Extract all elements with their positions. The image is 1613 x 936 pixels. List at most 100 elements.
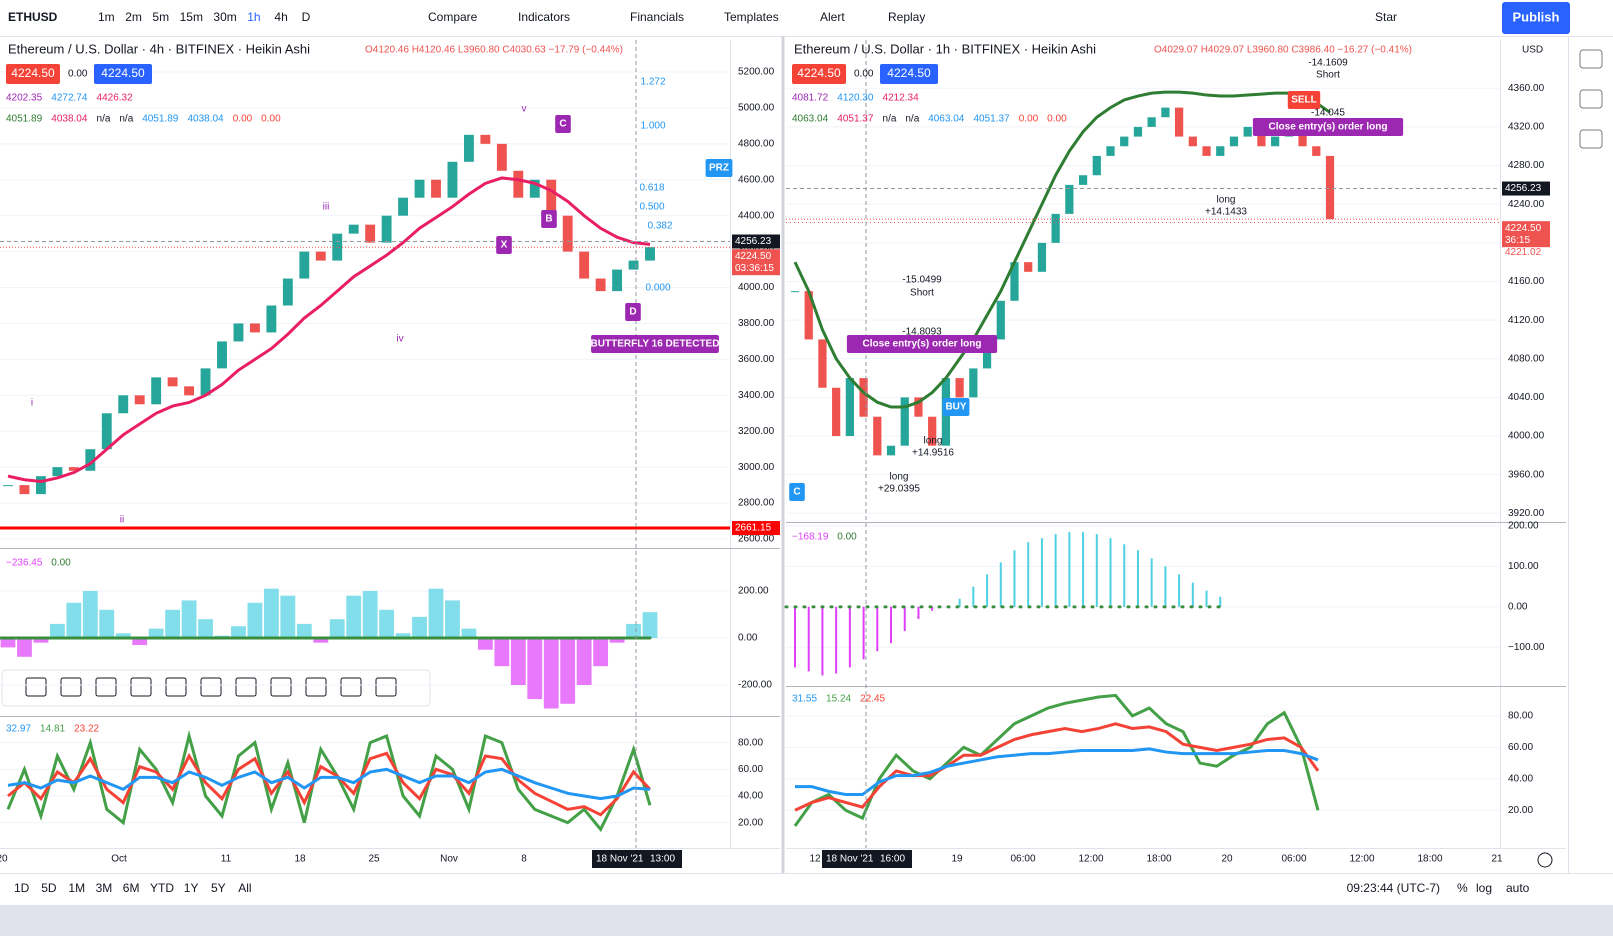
interval-button[interactable]: 1h: [247, 10, 260, 24]
side-toolbar: [1537, 49, 1603, 868]
percent-toggle[interactable]: %: [1457, 881, 1468, 895]
candle: [612, 269, 623, 292]
time-tick-label: Nov: [440, 854, 458, 865]
candle: [818, 339, 827, 388]
drawing-tool[interactable]: [95, 677, 117, 697]
interval-button[interactable]: 5m: [152, 10, 169, 24]
drawing-tool[interactable]: [130, 677, 152, 697]
drawing-tool[interactable]: [305, 677, 327, 697]
price-tick-label: 200.00: [738, 586, 769, 597]
buy-badge[interactable]: [880, 64, 938, 84]
price-tick-label: −100.00: [1508, 642, 1545, 653]
sell-price[interactable]: 4224.50: [11, 66, 55, 80]
range-button[interactable]: 1Y: [184, 881, 199, 895]
candle: [35, 476, 46, 495]
publish-label[interactable]: Publish: [1513, 9, 1560, 24]
histogram-bar: [1205, 590, 1208, 607]
toolbar-button[interactable]: Financials: [630, 10, 684, 24]
range-button[interactable]: 6M: [123, 881, 140, 895]
histogram-bar: [412, 616, 427, 638]
countdown: 36:15: [1505, 235, 1530, 246]
range-button[interactable]: 1D: [14, 881, 30, 895]
histogram-bar: [148, 628, 164, 638]
drawing-tool[interactable]: [375, 677, 397, 697]
buy-badge[interactable]: [94, 64, 152, 84]
candle: [513, 170, 524, 198]
range-button[interactable]: All: [238, 881, 251, 895]
candle: [562, 215, 573, 252]
log-toggle[interactable]: log: [1476, 881, 1492, 895]
histogram-bar: [379, 609, 395, 638]
drawing-tool[interactable]: [165, 677, 187, 697]
candle: [1271, 136, 1280, 147]
annotation: Short: [1316, 70, 1340, 81]
sell-price[interactable]: 4224.50: [797, 66, 841, 80]
sell-badge[interactable]: [6, 64, 60, 84]
candle: [1078, 175, 1088, 185]
drawing-tool[interactable]: [340, 677, 362, 697]
indicator-value: 0.00: [1047, 114, 1067, 125]
indicator-value: 4051.89: [6, 114, 43, 125]
settings-icon[interactable]: [1537, 852, 1553, 868]
buy-price[interactable]: 4224.50: [101, 66, 145, 80]
price-tick-label: 4120.00: [1508, 315, 1545, 326]
drawing-tool[interactable]: [270, 677, 292, 697]
price-tick-label: 5000.00: [738, 103, 775, 114]
range-button[interactable]: YTD: [150, 881, 174, 895]
toolbar-button[interactable]: Replay: [888, 10, 925, 24]
rsi-line: [795, 747, 1319, 797]
drawing-tool[interactable]: [235, 677, 257, 697]
drawing-tool[interactable]: [200, 677, 222, 697]
interval-button[interactable]: 4h: [274, 10, 287, 24]
drawing-tool[interactable]: [25, 677, 47, 697]
buy-price[interactable]: 4224.50: [887, 66, 931, 80]
price-tick-label: 60.00: [1508, 742, 1533, 753]
histogram-bar: [862, 606, 865, 660]
interval-button[interactable]: 30m: [213, 10, 236, 24]
indicator-value: 4051.37: [837, 114, 874, 125]
candle: [914, 397, 923, 417]
star-button[interactable]: Star: [1375, 10, 1397, 24]
moving-average: [793, 90, 1331, 409]
interval-button[interactable]: 1m: [98, 10, 115, 24]
interval-button[interactable]: D: [302, 10, 311, 24]
toolbar-button[interactable]: Alert: [820, 10, 845, 24]
range-button[interactable]: 5D: [41, 881, 57, 895]
toolbar-button[interactable]: Indicators: [518, 10, 570, 24]
sell-badge[interactable]: [792, 64, 846, 84]
annotation: +29.0395: [878, 484, 920, 495]
histogram-bar: [263, 588, 279, 638]
pane-legend-value: 32.97: [6, 724, 31, 735]
symbol[interactable]: ETHUSD: [8, 10, 58, 24]
toolbar-button[interactable]: Compare: [428, 10, 478, 24]
price-tick-label: 4080.00: [1508, 353, 1545, 364]
auto-toggle[interactable]: auto: [1506, 881, 1530, 895]
time-tick-label: 18:00: [1417, 854, 1442, 865]
range-button[interactable]: 3M: [96, 881, 113, 895]
range-button[interactable]: 1M: [68, 881, 85, 895]
indicator-value: n/a: [119, 114, 133, 125]
interval-button[interactable]: 15m: [180, 10, 203, 24]
pane-legend-value: −236.45: [6, 558, 43, 569]
annotation: C: [793, 487, 800, 498]
indicator-value: 4051.37: [973, 114, 1010, 125]
range-button[interactable]: 5Y: [211, 881, 226, 895]
annotation: long: [924, 436, 943, 447]
price-tick-label: 20.00: [738, 817, 763, 828]
interval-button[interactable]: 2m: [125, 10, 142, 24]
side-icon[interactable]: [1579, 129, 1603, 149]
drawing-tool[interactable]: [60, 677, 82, 697]
annotation: +14.1433: [1205, 207, 1247, 218]
indicator-value: 4038.04: [51, 114, 88, 125]
side-icon[interactable]: [1579, 89, 1603, 109]
histogram-bar: [807, 606, 810, 672]
annotation-box: [1287, 91, 1321, 109]
publish-button[interactable]: [1502, 2, 1570, 34]
price-tick-label: 3400.00: [738, 390, 775, 401]
toolbar-button[interactable]: Templates: [724, 10, 779, 24]
side-icon[interactable]: [1579, 49, 1603, 69]
secondary-price: 4221.02: [1505, 247, 1542, 258]
spread: 0.00: [68, 69, 88, 80]
annotation-box: [541, 210, 557, 228]
